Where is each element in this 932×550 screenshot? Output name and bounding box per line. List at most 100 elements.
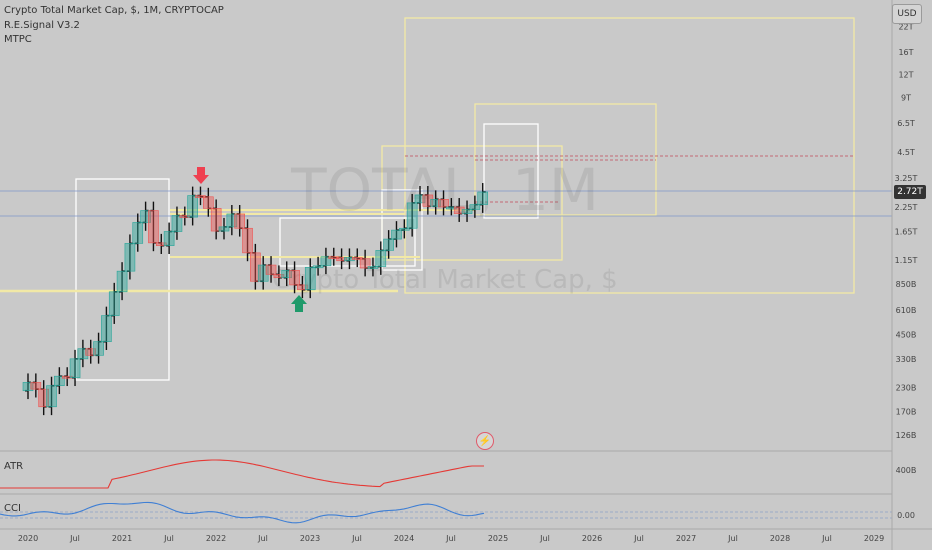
candle bbox=[399, 219, 410, 239]
price-axis-tick: 16T bbox=[898, 48, 913, 57]
time-axis-tick: 2026 bbox=[582, 534, 602, 543]
candle bbox=[38, 380, 49, 416]
bull-highlight bbox=[406, 202, 418, 229]
signals-group bbox=[193, 167, 307, 312]
candle bbox=[469, 195, 481, 218]
bull-highlight bbox=[101, 315, 112, 342]
watermark-symbol: TOTAL, 1M bbox=[290, 156, 599, 224]
bear-highlight bbox=[422, 194, 434, 207]
candle bbox=[163, 222, 175, 255]
candle bbox=[148, 201, 159, 252]
bull-highlight bbox=[116, 270, 128, 293]
time-axis-tick: Jul bbox=[539, 534, 550, 543]
zone-box bbox=[474, 103, 657, 216]
bear-highlight bbox=[273, 274, 285, 279]
bear-highlight bbox=[155, 242, 167, 246]
candle bbox=[124, 234, 136, 280]
bear-highlight bbox=[359, 258, 371, 269]
candle bbox=[30, 373, 42, 398]
zone-box bbox=[279, 217, 416, 267]
candle bbox=[22, 373, 34, 400]
time-axis-tick: 2022 bbox=[206, 534, 226, 543]
price-axis-tick: 6.5T bbox=[897, 119, 915, 128]
currency-button[interactable]: USD bbox=[892, 4, 922, 24]
time-axis-tick: Jul bbox=[257, 534, 268, 543]
time-axis-tick: Jul bbox=[727, 534, 738, 543]
time-axis-tick: 2023 bbox=[300, 534, 320, 543]
price-axis-tick: 4.5T bbox=[897, 148, 915, 157]
bear-highlight bbox=[148, 210, 159, 244]
sell-arrow bbox=[193, 167, 209, 184]
bear-highlight bbox=[203, 196, 214, 209]
last-price-tag: 2.72T bbox=[894, 185, 926, 199]
candle bbox=[140, 201, 151, 231]
bear-highlight bbox=[85, 348, 97, 356]
candle bbox=[375, 241, 387, 275]
zone-box bbox=[381, 189, 423, 271]
candle bbox=[461, 200, 473, 222]
bull-highlight bbox=[218, 226, 230, 232]
bear-highlight bbox=[265, 264, 277, 275]
bear-highlight bbox=[38, 388, 49, 408]
candle bbox=[446, 198, 457, 216]
time-axis[interactable]: 2020 Jul 2021 Jul 2022 Jul 2023 Jul 2024 Jul 2025 J… bbox=[18, 534, 884, 543]
candle bbox=[265, 256, 277, 283]
chart-title[interactable]: Crypto Total Market Cap, $, 1M, CRYPTOCA… bbox=[4, 5, 224, 16]
bear-highlight bbox=[250, 252, 261, 282]
atr-pane-label: ATR bbox=[4, 461, 24, 472]
candle bbox=[171, 206, 183, 240]
price-axis-tick: 330B bbox=[896, 355, 917, 364]
candles-group bbox=[22, 183, 489, 416]
bull-highlight bbox=[383, 238, 394, 251]
bull-highlight bbox=[304, 266, 316, 291]
candle bbox=[116, 262, 128, 301]
bull-highlight bbox=[140, 210, 151, 223]
candle bbox=[289, 261, 300, 294]
bear-highlight bbox=[289, 270, 300, 286]
price-axis[interactable]: 22T 16T 12T 9T 6.5T 4.5T 3.25T 2.25T 1.65T 1.15T 8… bbox=[891, 0, 918, 550]
bull-highlight bbox=[399, 227, 410, 231]
candle bbox=[453, 198, 465, 222]
time-axis-tick: 2025 bbox=[488, 534, 508, 543]
candle bbox=[69, 349, 81, 387]
price-axis-tick: 1.15T bbox=[895, 256, 918, 265]
time-axis-tick: 2029 bbox=[864, 534, 884, 543]
zone-box bbox=[483, 123, 539, 219]
price-axis-tick: 9T bbox=[901, 93, 911, 102]
candle bbox=[93, 332, 104, 364]
candle bbox=[257, 256, 269, 290]
candle bbox=[383, 230, 394, 259]
bull-highlight bbox=[69, 358, 81, 378]
bull-highlight bbox=[77, 348, 89, 360]
bull-highlight bbox=[375, 250, 387, 267]
price-axis-tick: 850B bbox=[896, 280, 917, 289]
candle bbox=[203, 187, 214, 217]
candle bbox=[77, 339, 89, 368]
candle bbox=[54, 367, 65, 395]
bull-highlight bbox=[22, 382, 34, 392]
bull-highlight bbox=[93, 341, 104, 356]
candle bbox=[61, 367, 73, 387]
bear-highlight bbox=[30, 382, 42, 390]
price-axis-tick: 610B bbox=[896, 306, 917, 315]
candle bbox=[85, 339, 97, 364]
price-axis-tick: 12T bbox=[898, 71, 913, 80]
indicator-re-signal[interactable]: R.E.Signal V3.2 bbox=[4, 20, 80, 31]
bull-highlight bbox=[446, 206, 457, 210]
flash-icon[interactable]: ⚡ bbox=[476, 432, 494, 450]
candle bbox=[328, 247, 340, 266]
time-axis-tick: 2021 bbox=[112, 534, 132, 543]
candle bbox=[101, 306, 112, 351]
candle bbox=[108, 282, 120, 324]
bull-highlight bbox=[132, 222, 144, 244]
time-axis-tick: 2020 bbox=[18, 534, 38, 543]
candle bbox=[422, 185, 434, 215]
price-axis-tick: 3.25T bbox=[895, 174, 918, 183]
indicator-mtpc[interactable]: MTPC bbox=[4, 34, 32, 45]
candle bbox=[304, 258, 316, 299]
candle bbox=[155, 233, 167, 255]
bull-highlight bbox=[171, 215, 183, 232]
candle bbox=[438, 190, 449, 216]
price-axis-tick: 2.25T bbox=[895, 203, 918, 212]
